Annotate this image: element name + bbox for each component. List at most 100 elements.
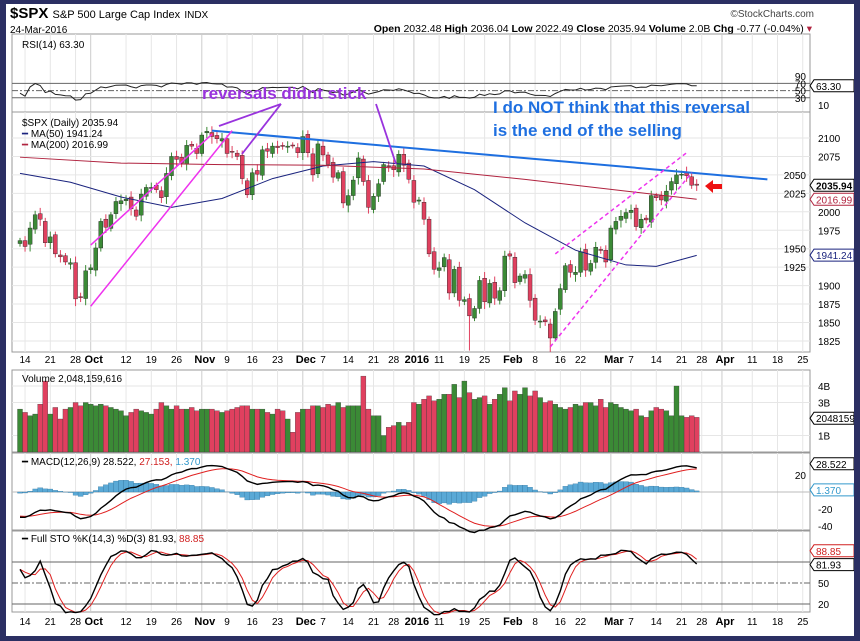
volume-bar (507, 400, 513, 453)
volume-bar (451, 384, 457, 453)
date-tick-label: 25 (479, 617, 491, 628)
low-label: Low (511, 23, 533, 35)
candle (507, 253, 513, 257)
macd-histogram-bar (557, 489, 563, 493)
macd-histogram-bar (689, 489, 695, 493)
volume-bar (537, 397, 543, 453)
rsi-last-tag-label: 63.30 (816, 82, 841, 93)
volume-bar (173, 405, 180, 453)
date-tick-label: 16 (555, 617, 567, 628)
macd-tick-label: 20 (795, 471, 807, 482)
date-tick-label: Mar (604, 616, 624, 628)
volume-bar (214, 410, 220, 453)
date-tick-label: 23 (272, 355, 284, 366)
volume-bar (194, 410, 200, 453)
macd-histogram-bar (214, 488, 220, 493)
macd-histogram-bar (274, 491, 281, 494)
annotation-pointer (218, 103, 282, 127)
macd-histogram-bar (128, 481, 134, 493)
chg-value: -0.77 (-0.04%) (736, 23, 804, 35)
macd-histogram-bar (502, 487, 508, 493)
macd-histogram-bar (466, 491, 473, 503)
macd-histogram-bar (497, 490, 503, 493)
date-tick-label: 18 (772, 617, 784, 628)
macd-histogram-bar (209, 487, 215, 493)
macd-histogram-bar (663, 487, 670, 493)
volume-bar (436, 399, 442, 453)
candle (588, 263, 593, 272)
macd-histogram-bar (436, 491, 442, 504)
macd-title-label: MACD(12,26,9) 28.522, (30, 457, 137, 468)
macd-histogram-bar (47, 488, 53, 493)
rsi-last-tag (809, 79, 854, 93)
date-tick-label: 22 (575, 617, 587, 628)
rsi-tick-label: 50 (795, 87, 807, 98)
macd-histogram-bar (527, 487, 533, 493)
candle (447, 259, 452, 294)
date-tick-label: 22 (575, 355, 587, 366)
price-last-tag (809, 178, 854, 192)
date-tick-label: 19 (146, 355, 158, 366)
macd-histogram-bar (446, 491, 452, 505)
macd-histogram-bar (204, 486, 210, 493)
macd-histogram-bar (315, 491, 321, 495)
candle (320, 145, 326, 156)
volume-bar (673, 385, 680, 453)
candle (603, 249, 608, 263)
volume-bar (224, 410, 230, 453)
volume-bar (689, 415, 695, 453)
macd-histogram-bar (178, 485, 185, 493)
price-tick-label: 1825 (818, 337, 841, 348)
date-tick-label: 12 (120, 355, 132, 366)
date-tick-label: 21 (45, 355, 57, 366)
date-tick-label: 28 (70, 355, 82, 366)
candle (406, 162, 412, 180)
macd-histogram-bar (694, 490, 700, 493)
date-tick-label: Mar (604, 354, 624, 366)
candle (578, 251, 583, 273)
candle (462, 299, 467, 302)
candle (118, 200, 124, 204)
candle (123, 199, 129, 201)
ma50-line (19, 161, 697, 267)
candle (88, 267, 93, 270)
candle (628, 210, 634, 213)
date-tick-label: 25 (479, 355, 491, 366)
candle (689, 176, 694, 186)
date-tick-label: 25 (797, 355, 809, 366)
volume-bar (264, 412, 271, 453)
candle (452, 269, 457, 294)
macd-histogram-bar (507, 484, 513, 493)
macd-histogram-bar (396, 489, 402, 493)
candle (164, 173, 169, 197)
candle (553, 311, 558, 339)
volume-tick-label: 4B (818, 382, 831, 393)
volume-bar (143, 412, 149, 453)
volume-bar (52, 407, 58, 453)
price-tick-label: 1950 (784, 245, 807, 256)
volume-bar (310, 405, 316, 453)
volume-bar (295, 412, 301, 453)
volume-bar (128, 412, 134, 453)
volume-bar (598, 399, 604, 453)
volume-bar (153, 408, 160, 453)
annotation-pointer (375, 103, 397, 165)
sto-d-value: 88.85 (179, 534, 205, 545)
volume-bar (93, 405, 99, 453)
macd-histogram-bar (471, 491, 478, 502)
volume-bar (62, 408, 69, 453)
volume-bar (320, 407, 326, 453)
date-tick-label: Nov (194, 354, 216, 366)
open-label: Open (373, 23, 401, 35)
volume-bar (401, 425, 407, 453)
date-tick-label: 7 (628, 355, 634, 366)
macd-histogram-bar (269, 491, 276, 495)
date-tick-label: 12 (120, 617, 132, 628)
candle (78, 296, 83, 298)
macd-histogram-bar (532, 489, 538, 493)
price-tick-label: 1900 (818, 282, 841, 293)
candle (436, 267, 442, 271)
ma200-legend-label: MA(200) 2016.99 (30, 140, 109, 151)
macd-histogram-bar (512, 485, 518, 493)
open-value: 2032.48 (403, 23, 442, 35)
